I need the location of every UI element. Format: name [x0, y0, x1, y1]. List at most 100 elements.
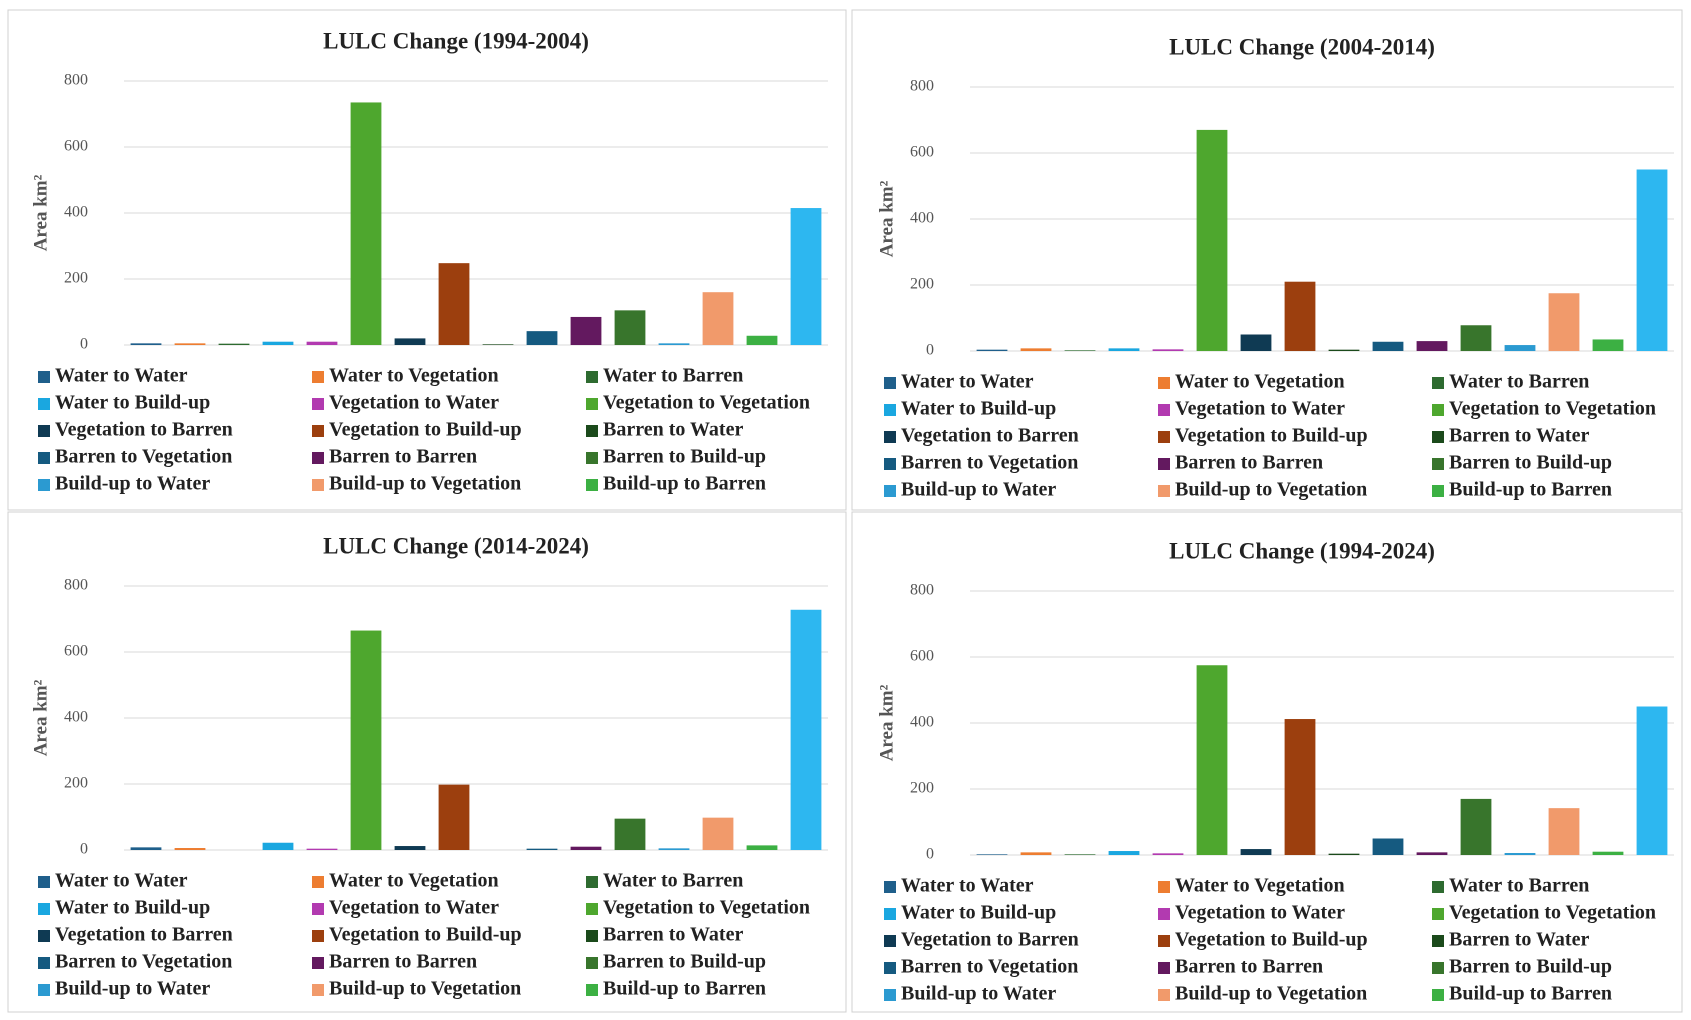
y-tick-label: 400	[910, 210, 934, 227]
bar	[1372, 341, 1404, 351]
y-tick-label: 800	[910, 78, 934, 95]
legend-swatch	[884, 404, 896, 416]
legend-label: Barren to Barren	[329, 446, 477, 468]
legend-swatch	[586, 398, 598, 410]
legend-swatch	[586, 371, 598, 383]
legend-label: Water to Build-up	[55, 392, 210, 414]
legend-swatch	[38, 425, 50, 437]
legend-label: Barren to Water	[1449, 425, 1589, 447]
y-tick-label: 400	[64, 204, 88, 221]
legend-label: Vegetation to Build-up	[329, 924, 522, 946]
chart-panel: LULC Change (1994-2004) Area km² 0 200 400 60…	[30, 28, 828, 495]
bar	[1504, 345, 1536, 351]
legend-label: Vegetation to Water	[1175, 398, 1345, 420]
legend-label: Water to Build-up	[901, 902, 1056, 924]
bar	[1108, 348, 1140, 351]
legend-swatch	[586, 930, 598, 942]
legend-swatch	[38, 930, 50, 942]
bar	[1636, 169, 1668, 351]
legend-label: Water to Water	[901, 875, 1034, 897]
legend-swatch	[312, 876, 324, 888]
bar	[526, 331, 558, 345]
legend-swatch	[586, 425, 598, 437]
bar	[262, 341, 294, 345]
legend-swatch	[312, 371, 324, 383]
legend-swatch	[1158, 485, 1170, 497]
legend-label: Barren to Barren	[329, 951, 477, 973]
legend-label: Vegetation to Vegetation	[603, 897, 810, 919]
legend-label: Barren to Vegetation	[55, 951, 232, 973]
legend-swatch	[1432, 404, 1444, 416]
bar	[570, 316, 602, 345]
legend-swatch	[1158, 881, 1170, 893]
legend-label: Build-up to Water	[55, 978, 210, 1000]
bar	[1372, 838, 1404, 855]
legend-swatch	[884, 431, 896, 443]
legend-label: Barren to Barren	[1175, 956, 1323, 978]
y-tick-label: 0	[80, 336, 88, 353]
bar	[306, 341, 338, 345]
legend-label: Build-up to Vegetation	[1175, 479, 1367, 501]
chart-panel: LULC Change (2004-2014) Area km² 0 200 400 60…	[876, 34, 1674, 501]
legend-label: Vegetation to Water	[329, 897, 499, 919]
legend-swatch	[38, 371, 50, 383]
bar	[1592, 851, 1624, 855]
bar	[438, 263, 470, 345]
legend-label: Build-up to Water	[55, 473, 210, 495]
bar	[658, 343, 690, 345]
legend-label: Water to Barren	[1449, 371, 1589, 393]
legend-swatch	[312, 903, 324, 915]
legend-label: Water to Vegetation	[1175, 875, 1345, 897]
bar	[1504, 853, 1536, 855]
legend-label: Water to Barren	[1449, 875, 1589, 897]
y-axis-label: Area km²	[30, 679, 51, 756]
legend-label: Build-up to Vegetation	[329, 978, 521, 1000]
legend-label: Water to Barren	[603, 365, 743, 387]
y-tick-label: 0	[926, 342, 934, 359]
bar	[1196, 129, 1228, 351]
bar	[976, 854, 1008, 855]
legend-swatch	[586, 957, 598, 969]
bar	[1020, 852, 1052, 855]
bar	[1548, 293, 1580, 351]
y-tick-label: 400	[910, 714, 934, 731]
legend-label: Build-up to Water	[901, 479, 1056, 501]
legend-label: Water to Barren	[603, 870, 743, 892]
bar	[482, 344, 514, 345]
legend-swatch	[586, 876, 598, 888]
legend-label: Vegetation to Build-up	[1175, 929, 1368, 951]
y-tick-label: 800	[910, 582, 934, 599]
y-tick-label: 600	[64, 138, 88, 155]
bar	[1328, 349, 1360, 351]
y-tick-label: 200	[64, 775, 88, 792]
legend-swatch	[38, 903, 50, 915]
legend-swatch	[1158, 935, 1170, 947]
bar	[702, 292, 734, 345]
y-tick-label: 0	[80, 841, 88, 858]
legend-swatch	[1158, 377, 1170, 389]
legend-swatch	[1432, 377, 1444, 389]
bar	[1284, 719, 1316, 855]
bar	[1548, 808, 1580, 855]
legend-swatch	[312, 425, 324, 437]
bar	[614, 818, 646, 850]
bar	[1328, 853, 1360, 855]
legend-swatch	[1432, 962, 1444, 974]
y-tick-label: 600	[910, 648, 934, 665]
chart-title: LULC Change (2004-2014)	[1169, 34, 1435, 59]
legend-label: Water to Build-up	[55, 897, 210, 919]
legend-swatch	[586, 479, 598, 491]
legend-swatch	[312, 984, 324, 996]
legend-swatch	[1158, 962, 1170, 974]
legend-label: Vegetation to Barren	[55, 924, 233, 946]
legend-swatch	[586, 984, 598, 996]
bar	[394, 846, 426, 850]
legend-label: Build-up to Vegetation	[329, 473, 521, 495]
bar	[350, 102, 382, 345]
y-tick-label: 800	[64, 72, 88, 89]
legend-label: Water to Vegetation	[329, 870, 499, 892]
legend-swatch	[586, 452, 598, 464]
legend-label: Water to Water	[901, 371, 1034, 393]
y-tick-label: 600	[910, 144, 934, 161]
